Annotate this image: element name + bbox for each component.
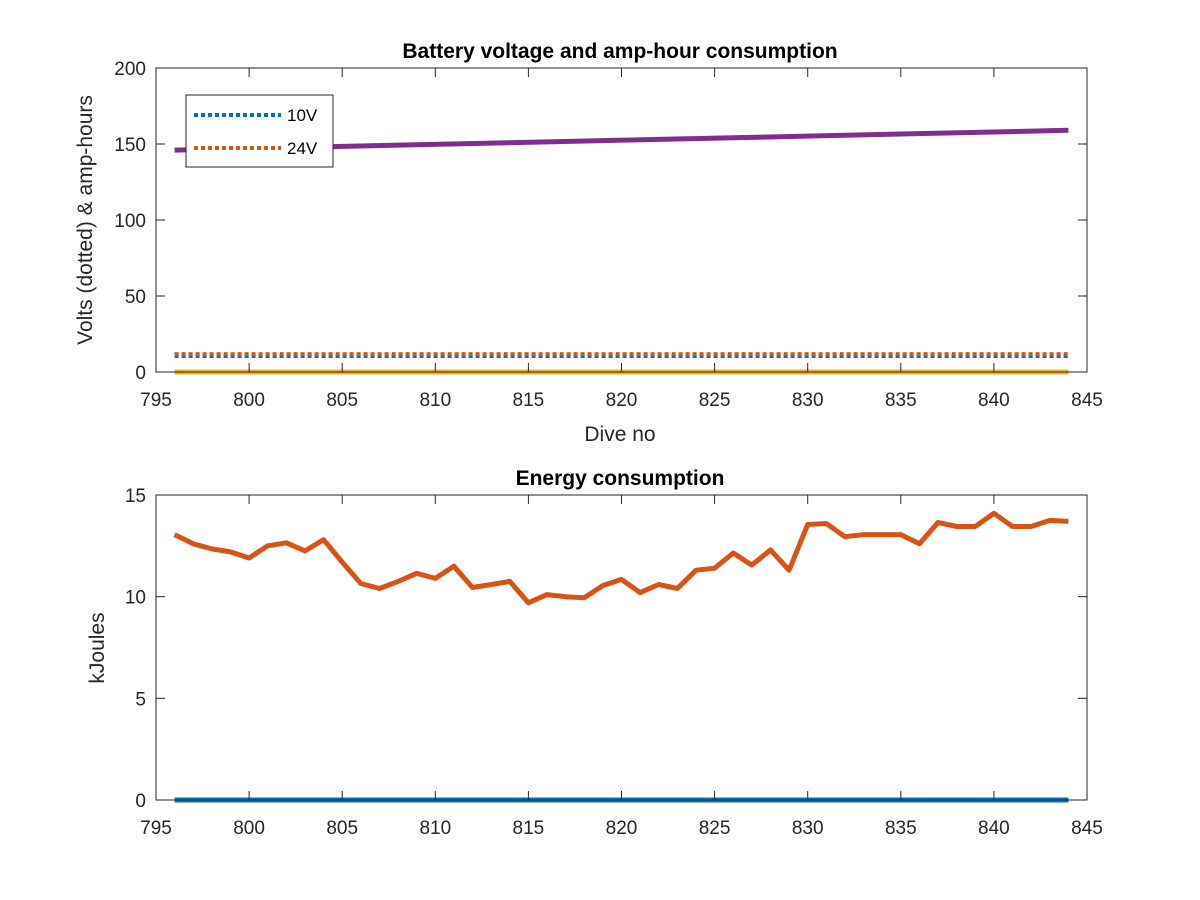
x-tick-label: 810 (419, 818, 451, 839)
y-tick-label: 0 (135, 363, 146, 384)
x-tick-label: 825 (699, 390, 731, 411)
energy-consumption-chart: Energy consumption kJoules 795 800 805 810 8… (86, 467, 1103, 839)
y-tick-label: 50 (125, 287, 146, 308)
voltage-amp-hour-chart: Battery voltage and amp-hour consumption… (74, 40, 1103, 446)
x-tick-label: 805 (326, 818, 358, 839)
x-tick-label: 815 (513, 818, 545, 839)
x-tick-label: 830 (792, 818, 824, 839)
chart-title: Battery voltage and amp-hour consumption (402, 40, 837, 63)
y-tick-label: 150 (114, 135, 146, 156)
x-axis-label: Dive no (584, 423, 655, 446)
x-tick-label: 820 (606, 390, 638, 411)
x-tick-label: 840 (978, 390, 1010, 411)
y-tick-label: 100 (114, 211, 146, 232)
x-tick-label: 845 (1071, 390, 1103, 411)
y-tick-label: 200 (114, 59, 146, 80)
x-tick-label: 810 (419, 390, 451, 411)
ticks-layer: 795 800 805 810 815 820 825 830 835 840 845 0 50 100 1… (114, 59, 1103, 411)
x-tick-label: 800 (233, 818, 265, 839)
legend-label: 24V (287, 139, 318, 158)
x-tick-label: 835 (885, 390, 917, 411)
x-tick-label: 800 (233, 390, 265, 411)
legend: 10V 24V (185, 94, 334, 168)
x-tick-label: 805 (326, 390, 358, 411)
x-tick-label: 845 (1071, 818, 1103, 839)
x-tick-label: 840 (978, 818, 1010, 839)
y-axis-label: kJoules (86, 612, 109, 683)
y-tick-label: 10 (125, 588, 146, 609)
x-tick-label: 795 (140, 390, 172, 411)
chart-title: Energy consumption (516, 467, 725, 490)
x-tick-label: 815 (513, 390, 545, 411)
x-tick-label: 825 (699, 818, 731, 839)
y-tick-label: 0 (135, 791, 146, 812)
x-tick-label: 820 (606, 818, 638, 839)
y-tick-label: 5 (135, 689, 146, 710)
ticks-layer: 795 800 805 810 815 820 825 830 835 840 845 0 5 10 15 (125, 486, 1103, 839)
x-tick-label: 835 (885, 818, 917, 839)
x-tick-label: 795 (140, 818, 172, 839)
series-layer (173, 510, 1069, 803)
y-tick-label: 15 (125, 486, 146, 507)
axes-box (155, 494, 1088, 801)
y-axis-label: Volts (dotted) & amp-hours (74, 95, 97, 345)
series-line-1-0 (173, 510, 1069, 606)
legend-box (185, 94, 334, 168)
legend-label: 10V (287, 106, 318, 125)
x-tick-label: 830 (792, 390, 824, 411)
